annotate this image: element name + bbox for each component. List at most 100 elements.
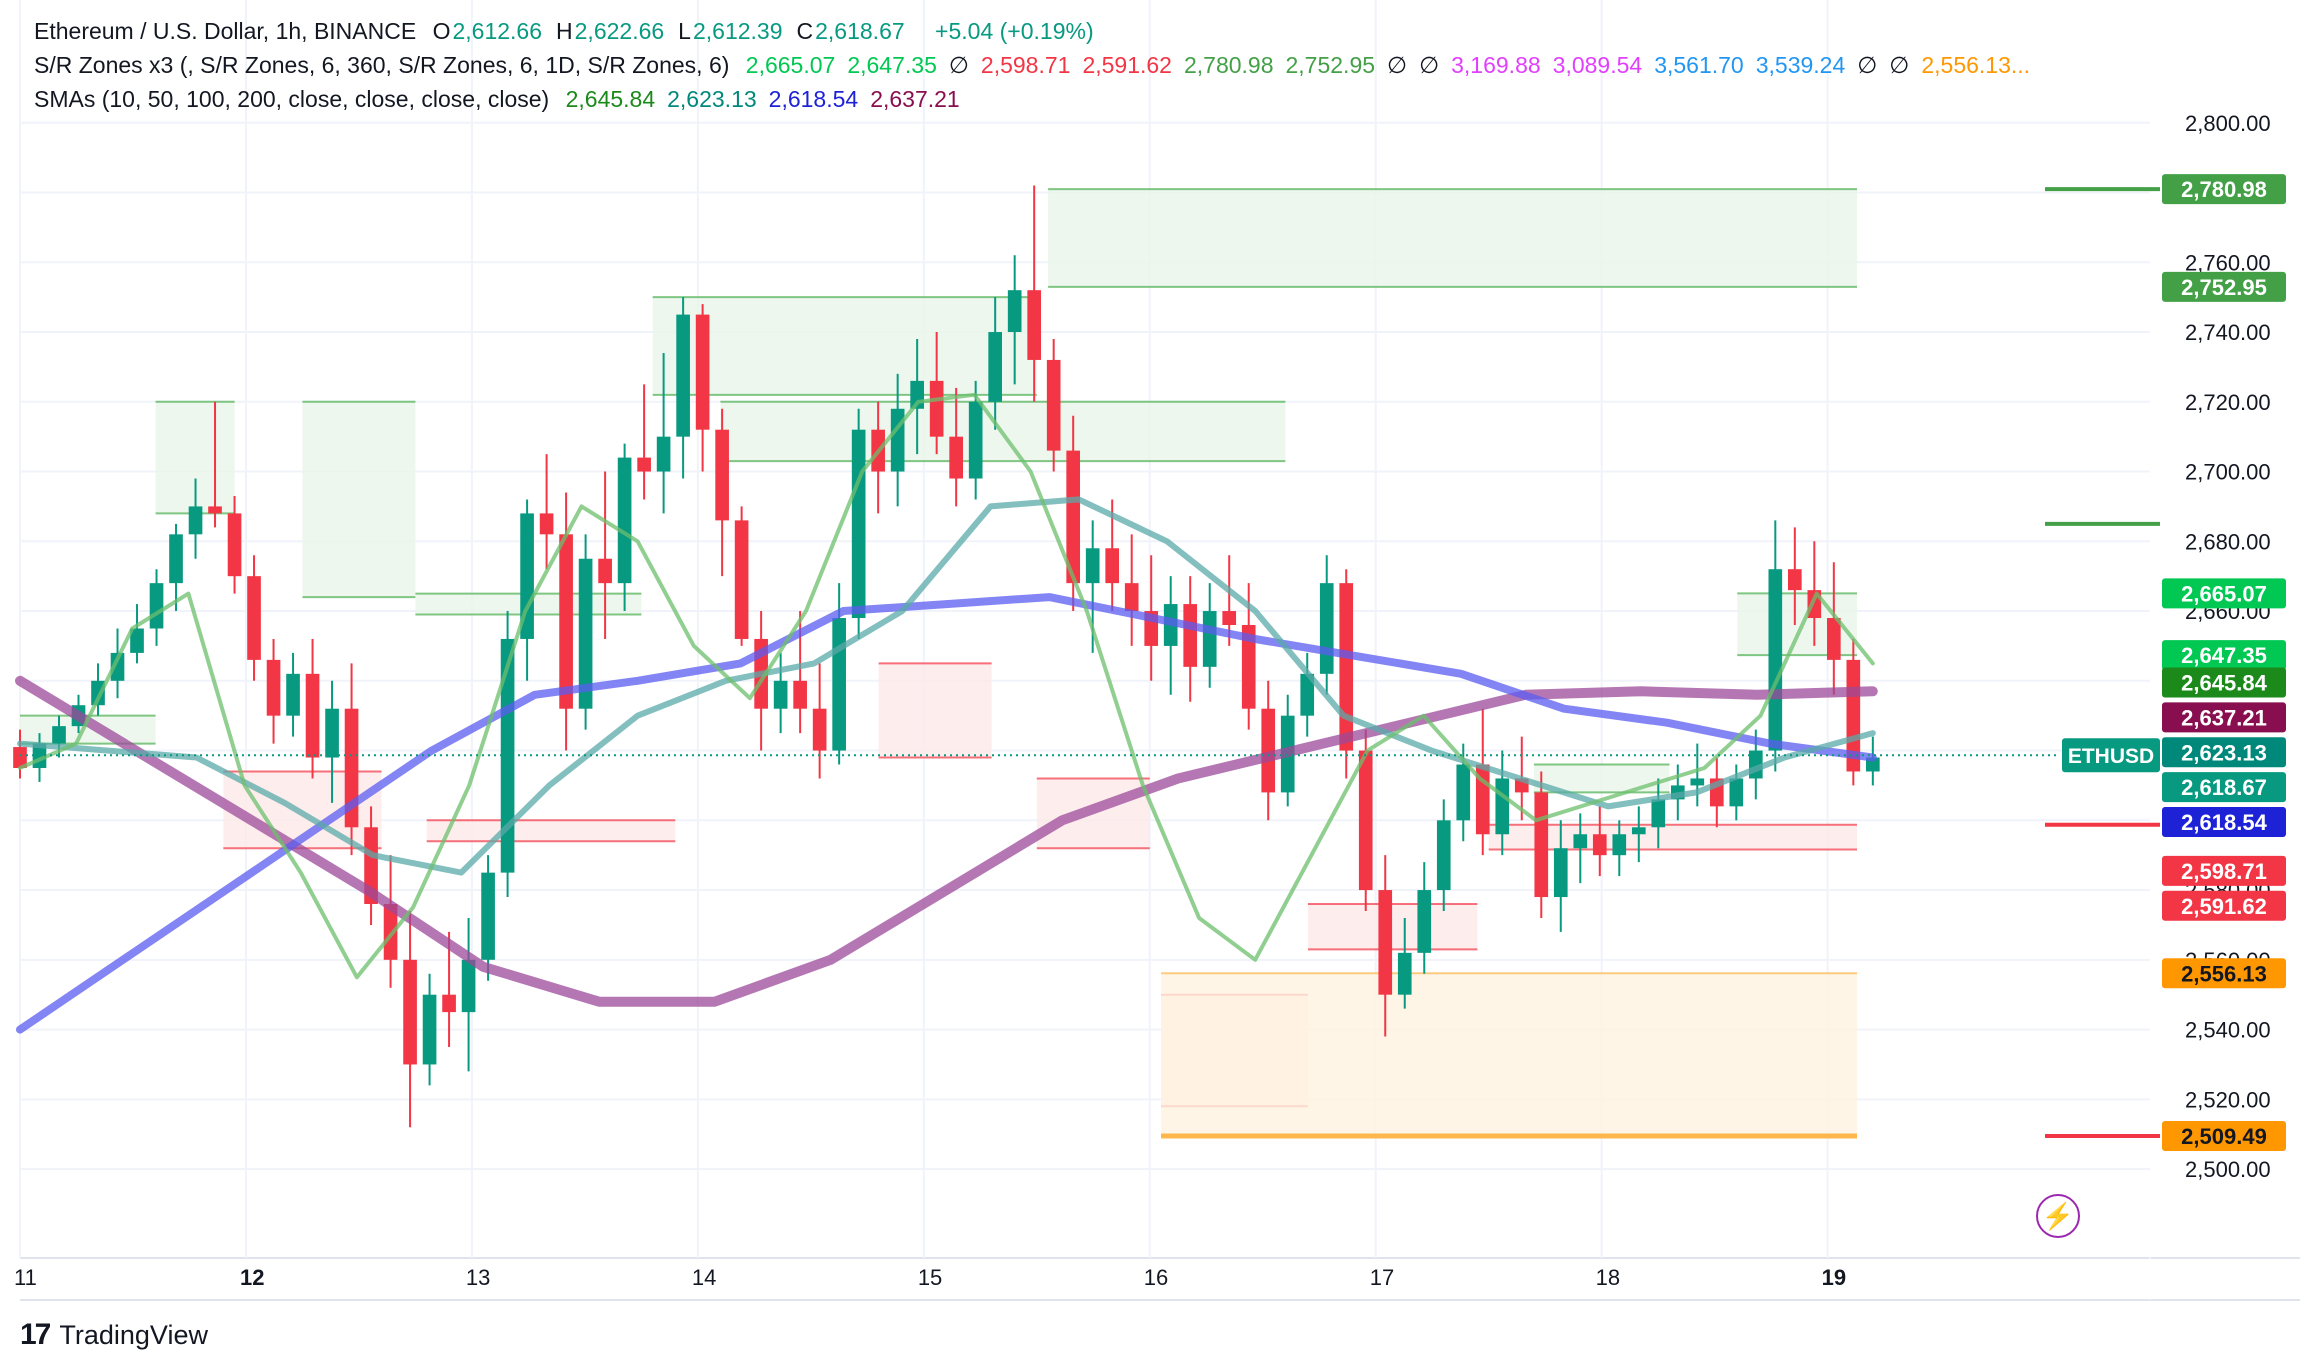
sma-legend[interactable]: SMAs (10, 50, 100, 200, close, close, cl…: [34, 86, 982, 113]
price-label-bg: [2162, 667, 2286, 698]
candle-up: [832, 618, 846, 751]
price-label-bg: [2162, 807, 2286, 838]
tradingview-logo[interactable]: 17 TradingView: [20, 1318, 208, 1352]
y-tick-label: 2,540.00: [2185, 1018, 2271, 1043]
candle-down: [1105, 548, 1120, 584]
sr-zone: [652, 297, 1037, 395]
sma-10-line: [18, 392, 1875, 980]
candle-up: [520, 513, 534, 639]
sma-value: 2,618.54: [768, 86, 859, 112]
candle-up: [1397, 952, 1412, 995]
candle-down: [1241, 625, 1256, 709]
price-label-bg: [2162, 958, 2286, 989]
sma-label: SMAs (10, 50, 100, 200, close, close, cl…: [34, 86, 550, 112]
price-label: 2,556.13: [2181, 961, 2267, 986]
x-tick-label: 19: [1822, 1265, 1846, 1290]
candle-up: [1202, 611, 1217, 667]
sr-zone-value: ∅: [1889, 52, 1910, 78]
candle-up: [188, 506, 203, 535]
ohlc-label: C: [796, 18, 814, 44]
price-label: 2,645.84: [2181, 671, 2267, 696]
candle-up: [1085, 548, 1100, 584]
sr-zone-value: 2,647.35: [847, 52, 937, 78]
candle-down: [793, 680, 807, 709]
y-tick-label: 2,760.00: [2185, 250, 2271, 275]
x-tick-label: 15: [918, 1265, 942, 1290]
candle-up: [1651, 799, 1666, 828]
sr-zone-value: 2,556.13...: [1921, 52, 2031, 78]
price-label-bg: [2162, 855, 2286, 886]
tradingview-brand: TradingView: [59, 1319, 208, 1350]
price-label: 2,623.13: [2181, 740, 2267, 765]
candle-up: [1300, 673, 1315, 716]
price-label: 2,509.49: [2181, 1124, 2267, 1149]
candle-down: [812, 708, 827, 751]
candle-up: [578, 558, 593, 709]
candle-up: [656, 436, 671, 472]
candle-up: [1456, 764, 1471, 821]
candle-down: [1826, 618, 1841, 660]
candle-down: [1339, 583, 1354, 751]
ohlc-value: 2,618.67: [815, 18, 905, 44]
candle-down: [539, 513, 554, 535]
candle-down: [1261, 708, 1276, 793]
sr-zones-label: S/R Zones x3 (, S/R Zones, 6, 360, S/R Z…: [34, 52, 730, 78]
candle-down: [266, 659, 281, 716]
candle-up: [1417, 890, 1432, 953]
candle-up: [890, 408, 905, 472]
sr-zone-value: 3,539.24: [1755, 52, 1846, 78]
candle-down: [305, 673, 320, 758]
y-tick-label: 2,500.00: [2185, 1157, 2271, 1182]
sr-zone-value: ∅: [948, 52, 969, 78]
candle-down: [734, 520, 749, 639]
candle-up: [91, 680, 105, 706]
sr-zone: [878, 663, 992, 758]
ohlc-value: 2,622.66: [574, 18, 665, 44]
sma-100-line: [16, 593, 1877, 1034]
price-label: 2,591.62: [2181, 894, 2267, 919]
ohlc-value: 2,612.66: [452, 18, 543, 44]
candle-up: [1729, 778, 1744, 807]
sr-zone-value: ∅: [1419, 52, 1440, 78]
sr-zone-value: 2,598.71: [980, 52, 1071, 78]
symbol-tag-bg: [2062, 738, 2160, 773]
price-label-bg: [2162, 1120, 2286, 1151]
candle-up: [1768, 569, 1783, 751]
sr-zone-value: 3,089.54: [1552, 52, 1643, 78]
sma-value: 2,637.21: [870, 86, 960, 112]
candle-down: [1592, 834, 1607, 856]
price-label-bg: [2162, 702, 2286, 733]
candle-down: [403, 959, 417, 1065]
sr-zone: [1048, 189, 1858, 287]
symbol-legend[interactable]: Ethereum / U.S. Dollar, 1h, BINANCE O2,6…: [34, 18, 1108, 45]
candle-down: [1222, 611, 1237, 625]
price-label: 2,637.21: [2181, 705, 2267, 730]
candle-down: [1046, 359, 1061, 451]
sr-zone: [1161, 973, 1858, 1136]
candle-up: [52, 726, 66, 744]
candle-up: [481, 872, 495, 960]
sma-values: 2,645.84 2,623.13 2,618.54 2,637.21: [566, 86, 972, 112]
lightning-icon[interactable]: ⚡: [2036, 1194, 2080, 1238]
y-tick-label: 2,680.00: [2185, 529, 2271, 554]
price-label: 2,618.54: [2181, 810, 2267, 835]
sr-zone-value: 2,780.98: [1183, 52, 1274, 78]
candle-down: [715, 429, 729, 521]
candle-up: [1690, 778, 1705, 786]
x-tick-label: 13: [466, 1265, 490, 1290]
sr-zones-legend[interactable]: S/R Zones x3 (, S/R Zones, 6, 360, S/R Z…: [34, 52, 2052, 79]
candle-up: [286, 673, 300, 716]
tradingview-mark-icon: 17: [20, 1318, 51, 1351]
sr-zone-value: ∅: [1857, 52, 1878, 78]
ohlc-label: H: [556, 18, 573, 44]
price-label-bg: [2162, 271, 2286, 302]
candle-down: [1534, 792, 1549, 898]
candle-up: [325, 708, 339, 758]
sr-zone-value: 3,169.88: [1451, 52, 1541, 78]
candle-up: [149, 583, 164, 629]
price-label-bg: [2162, 578, 2286, 609]
candle-down: [1124, 583, 1139, 612]
candle-down: [1787, 569, 1802, 591]
